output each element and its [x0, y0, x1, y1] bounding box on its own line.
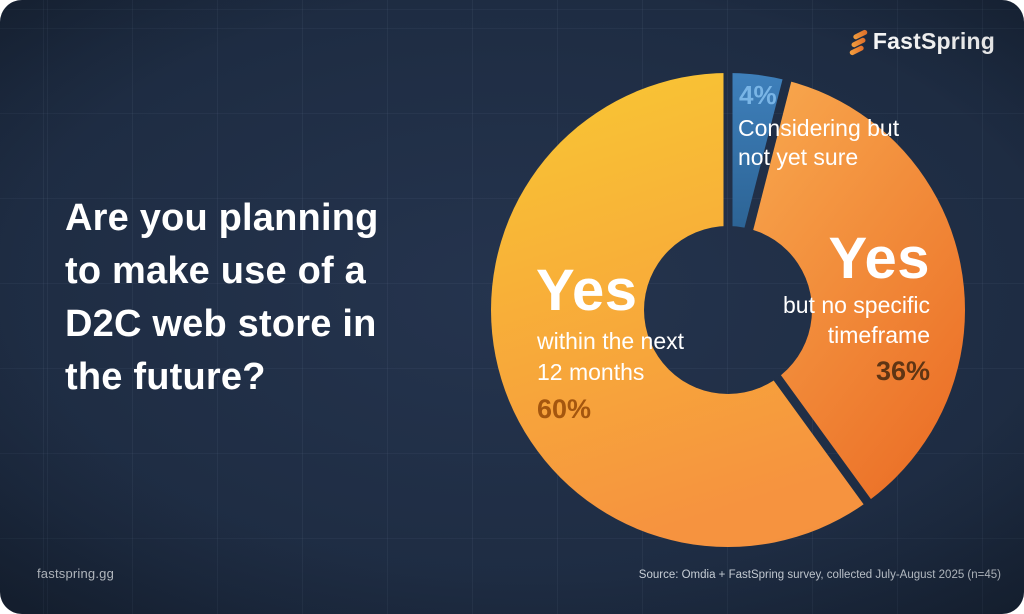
segment-yes-no-timeframe-headline: Yes	[828, 226, 930, 291]
segment-considering-value: 4%	[739, 80, 777, 110]
page-title: Are you planning to make use of a D2C we…	[65, 197, 379, 398]
fastspring-logo-icon	[848, 29, 869, 56]
segment-yes-12-months-value: 60%	[537, 394, 592, 424]
segment-yes-no-timeframe-value: 36%	[875, 356, 930, 386]
segment-yes-no-timeframe-sublabel: but no specific timeframe	[782, 292, 930, 348]
source-attribution: Source: Omdia + FastSpring survey, colle…	[638, 569, 1001, 581]
logo-stripe-icon	[848, 44, 865, 56]
site-url: fastspring.gg	[37, 566, 115, 581]
segment-yes-12-months-headline: Yes	[536, 258, 638, 323]
fastspring-logo: FastSpring	[848, 28, 995, 56]
fastspring-logo-text: FastSpring	[872, 28, 995, 54]
segment-yes-12-months-sublabel: within the next 12 months	[537, 328, 685, 385]
segment-considering-sublabel: Considering but not yet sure	[738, 115, 900, 170]
